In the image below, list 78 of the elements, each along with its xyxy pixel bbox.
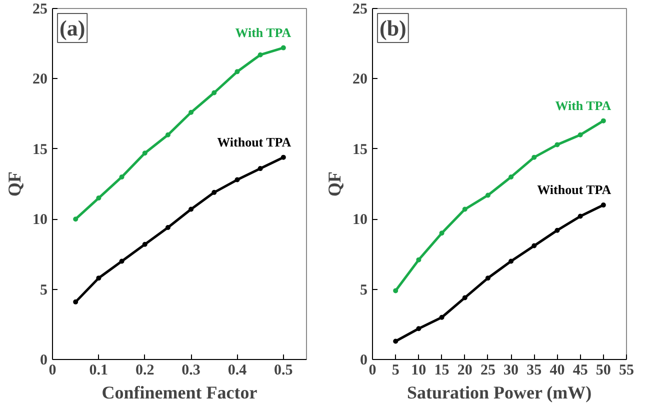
point bbox=[485, 192, 490, 198]
point bbox=[165, 132, 170, 138]
point bbox=[439, 314, 444, 320]
series-label: With TPA bbox=[235, 24, 292, 40]
point bbox=[554, 142, 560, 148]
x-tick-label: 40 bbox=[550, 362, 565, 378]
point bbox=[393, 288, 398, 294]
x-tick-label: 30 bbox=[504, 362, 519, 378]
point bbox=[142, 242, 148, 247]
point bbox=[258, 166, 263, 172]
x-tick-label: 5 bbox=[392, 362, 400, 378]
y-tick-label: 5 bbox=[360, 282, 368, 298]
point bbox=[188, 110, 194, 115]
point bbox=[462, 206, 468, 212]
x-tick-label: 20 bbox=[457, 362, 472, 378]
x-tick-label: 45 bbox=[572, 362, 588, 378]
y-axis-title: QF bbox=[4, 171, 24, 196]
point bbox=[600, 202, 606, 208]
y-tick-label: 20 bbox=[32, 72, 48, 88]
point bbox=[96, 196, 102, 201]
point bbox=[462, 295, 468, 300]
point bbox=[485, 276, 490, 281]
point bbox=[393, 338, 398, 344]
point bbox=[212, 190, 217, 195]
point bbox=[439, 230, 444, 236]
point bbox=[532, 154, 537, 160]
point bbox=[188, 206, 194, 212]
point bbox=[73, 216, 78, 222]
x-axis-title: Confinement Factor bbox=[102, 382, 258, 402]
y-tick-label: 25 bbox=[352, 2, 368, 18]
point bbox=[416, 326, 422, 332]
point bbox=[73, 299, 78, 304]
x-tick-label: 15 bbox=[434, 362, 450, 378]
point bbox=[142, 150, 148, 156]
x-tick-label: 10 bbox=[411, 362, 426, 378]
series-label: Without TPA bbox=[537, 182, 612, 198]
point bbox=[165, 225, 170, 230]
point bbox=[416, 257, 422, 262]
x-tick-label: 35 bbox=[526, 362, 542, 378]
y-tick-label: 15 bbox=[352, 142, 368, 158]
x-tick-label: 0.5 bbox=[274, 362, 293, 378]
x-tick-label: 0.2 bbox=[135, 362, 154, 378]
x-tick-label: 50 bbox=[596, 362, 611, 378]
annotation: (b) bbox=[380, 16, 406, 40]
x-tick-label: 55 bbox=[619, 362, 634, 378]
x-tick-label: 0.1 bbox=[89, 362, 108, 378]
point bbox=[96, 276, 102, 281]
y-tick-label: 20 bbox=[352, 72, 368, 88]
y-tick-label: 5 bbox=[40, 282, 48, 298]
y-tick-label: 0 bbox=[360, 352, 368, 368]
x-tick-label: 0.3 bbox=[182, 362, 200, 378]
point bbox=[508, 258, 514, 264]
point bbox=[119, 174, 124, 180]
series-label: Without TPA bbox=[217, 134, 292, 150]
x-tick-label: 25 bbox=[480, 362, 496, 378]
annotation: (a) bbox=[60, 16, 86, 40]
point bbox=[554, 228, 560, 233]
point bbox=[258, 52, 263, 58]
point bbox=[532, 243, 537, 248]
point bbox=[578, 214, 583, 219]
point bbox=[234, 177, 240, 182]
point bbox=[234, 69, 240, 74]
y-tick-label: 15 bbox=[32, 142, 48, 158]
point bbox=[280, 45, 286, 50]
point bbox=[280, 154, 286, 160]
point bbox=[119, 258, 124, 264]
y-tick-label: 0 bbox=[40, 352, 48, 368]
y-axis-title: QF bbox=[324, 171, 344, 196]
point bbox=[578, 132, 583, 138]
y-tick-label: 25 bbox=[32, 2, 48, 18]
x-axis-title: Saturation Power (mW) bbox=[407, 382, 592, 402]
series-label: With TPA bbox=[555, 98, 612, 113]
point bbox=[508, 174, 514, 180]
point bbox=[600, 118, 606, 124]
x-tick-label: 0.4 bbox=[228, 362, 248, 378]
y-tick-label: 10 bbox=[352, 212, 368, 228]
point bbox=[212, 90, 217, 96]
y-tick-label: 10 bbox=[32, 212, 48, 228]
